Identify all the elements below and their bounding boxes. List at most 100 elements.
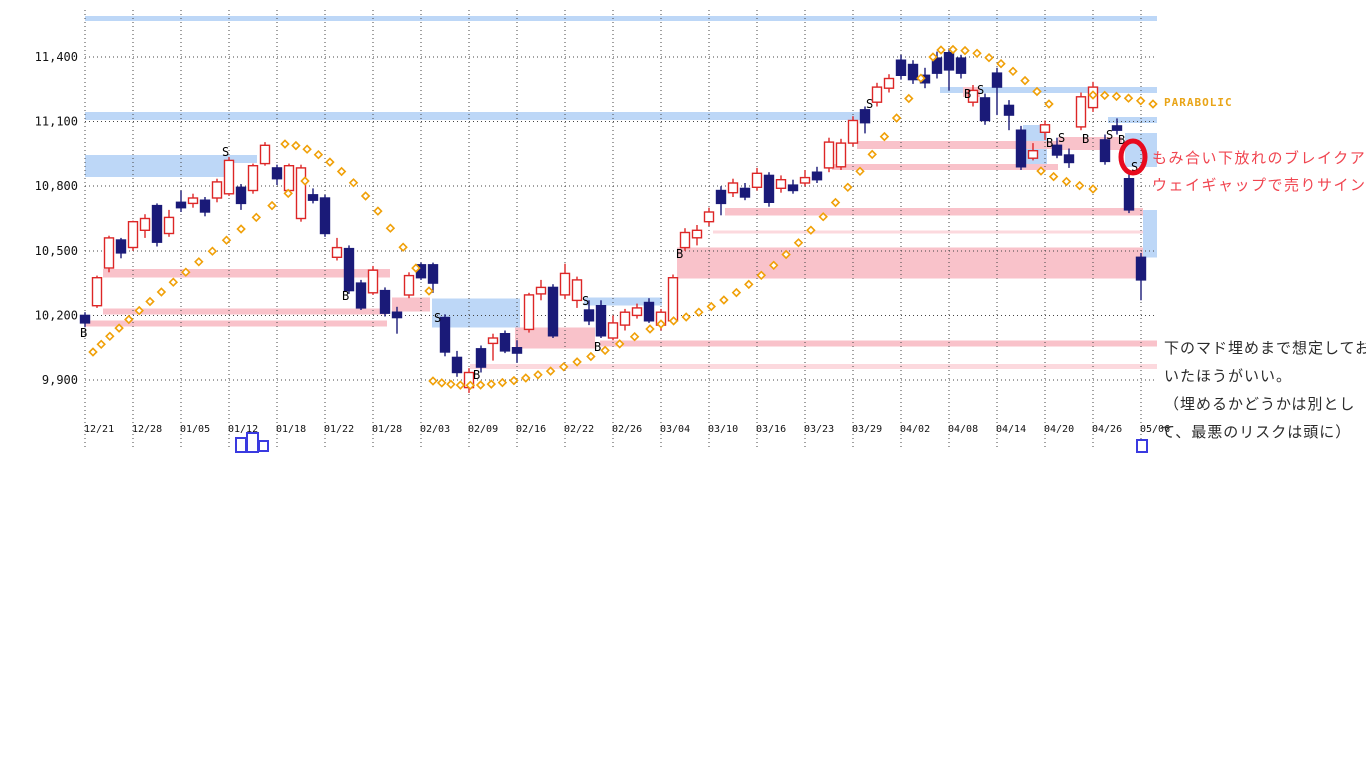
candle-body-up [247, 164, 259, 192]
parabolic-sar-dot [1099, 90, 1110, 101]
candle-body-up [1027, 149, 1039, 159]
candle-body-down [1003, 104, 1015, 116]
x-axis-label: 12/21 [84, 424, 114, 435]
candle-body-up [259, 144, 271, 165]
gap-zone-band [85, 320, 387, 327]
parabolic-sar-dot [586, 351, 596, 362]
candle-body-down [175, 201, 187, 209]
parabolic-sar-dot [843, 182, 853, 193]
parabolic-sar-dot [645, 324, 655, 334]
parabolic-sar-dot [398, 242, 408, 252]
gap-zone-band [713, 230, 1143, 234]
parabolic-sar-dot [600, 345, 610, 356]
x-axis-label: 12/28 [132, 424, 162, 435]
candle-body-up [571, 279, 583, 302]
x-axis-label: 04/08 [948, 424, 978, 435]
gap-zone-band [515, 327, 595, 349]
x-axis-label: 01/18 [276, 424, 306, 435]
parabolic-sar-dot [325, 157, 335, 167]
gap-zone-band [1143, 210, 1157, 258]
signal-label-B: B [964, 87, 971, 101]
y-axis-label: 10,200 [35, 308, 78, 322]
parabolic-sar-dot [916, 73, 926, 83]
candle-body-down [391, 311, 403, 319]
x-axis-label: 05/06 [1140, 424, 1170, 435]
parabolic-sar-dot [879, 131, 890, 142]
parabolic-sar-dot [497, 377, 508, 388]
parabolic-sar-dot [124, 314, 134, 325]
sell-signal-note-line1: もみ合い下放れのブレイクア [1152, 149, 1366, 167]
x-axis-label: 03/23 [804, 424, 834, 435]
parabolic-sar-dot [105, 331, 115, 342]
parabolic-sar-dot [668, 316, 679, 326]
parabolic-sar-dot [781, 249, 791, 260]
signal-label-S: S [434, 311, 441, 325]
parabolic-sar-dot [756, 270, 767, 281]
candle-body-up [103, 237, 115, 269]
candle-body-up [871, 86, 883, 103]
candle-body-down [451, 356, 463, 374]
parabolic-sar-dot [1148, 99, 1158, 109]
parabolic-sar-dot [972, 48, 982, 59]
candle-body-down [475, 348, 487, 368]
candle-body-up [487, 337, 499, 345]
parabolic-sar-dot [744, 279, 754, 290]
parabolic-sar-dot [221, 235, 232, 245]
gap-zone-band [103, 308, 387, 315]
candle-body-down [1111, 125, 1123, 131]
gap-zone-band [584, 297, 662, 306]
parabolic-sar-dot [181, 267, 191, 277]
candle-body-up [223, 159, 235, 195]
signal-label-B: B [1118, 133, 1125, 147]
parabolic-sar-dot [984, 52, 994, 63]
candle-body-up [139, 217, 151, 232]
parabolic-sar-dot [694, 307, 704, 317]
parabolic-sar-dot [291, 140, 301, 151]
signal-label-S: S [977, 83, 984, 97]
parabolic-sar-dot [267, 200, 277, 211]
parabolic-sar-dot [867, 149, 877, 160]
candle-body-up [403, 274, 415, 296]
x-axis-label: 04/20 [1044, 424, 1074, 435]
parabolic-sar-dot [436, 378, 447, 388]
parabolic-sar-dot [88, 347, 98, 357]
parabolic-sar-dot [455, 380, 466, 390]
gap-zone-band [85, 16, 1157, 22]
y-axis-label: 11,400 [35, 50, 78, 64]
candle-body-down [235, 186, 247, 205]
y-axis-label: 11,100 [35, 115, 78, 129]
parabolic-sar-dot [194, 257, 204, 267]
candle-body-down [1015, 129, 1027, 168]
candle-body-down [595, 305, 607, 337]
signal-label-S: S [222, 145, 229, 159]
candle-body-down [1099, 139, 1111, 163]
candle-body-up [883, 77, 895, 89]
gap-zone-band [857, 141, 1058, 150]
candle-body-up [751, 172, 763, 189]
signal-label-B: B [342, 289, 349, 303]
candle-body-down [307, 194, 319, 201]
candle-body-down [115, 239, 127, 254]
parabolic-sar-dot [656, 319, 666, 329]
gap-zone-band [940, 86, 1157, 93]
parabolic-sar-dot [446, 379, 456, 390]
candle-body-down [379, 289, 391, 314]
candle-body-down [979, 97, 991, 122]
candle-body-down [955, 57, 967, 74]
signal-label-S: S [1106, 128, 1113, 142]
signal-label-B: B [594, 340, 601, 354]
y-axis-label: 10,500 [35, 244, 78, 258]
gap-zone-band [392, 297, 430, 312]
gap-zone-band [677, 247, 1143, 279]
parabolic-sar-dot [533, 370, 543, 380]
parabolic-sar-dot [891, 113, 902, 123]
parabolic-sar-dot [936, 45, 946, 55]
y-axis-label: 9,900 [42, 373, 78, 387]
parabolic-sar-dot [629, 331, 640, 342]
parabolic-sar-dot [114, 323, 124, 333]
candle-body-down [739, 187, 751, 198]
candle-body-down [79, 314, 91, 324]
candle-body-down [511, 347, 523, 354]
candle-body-down [583, 309, 595, 322]
gap-zone-band [85, 155, 225, 178]
